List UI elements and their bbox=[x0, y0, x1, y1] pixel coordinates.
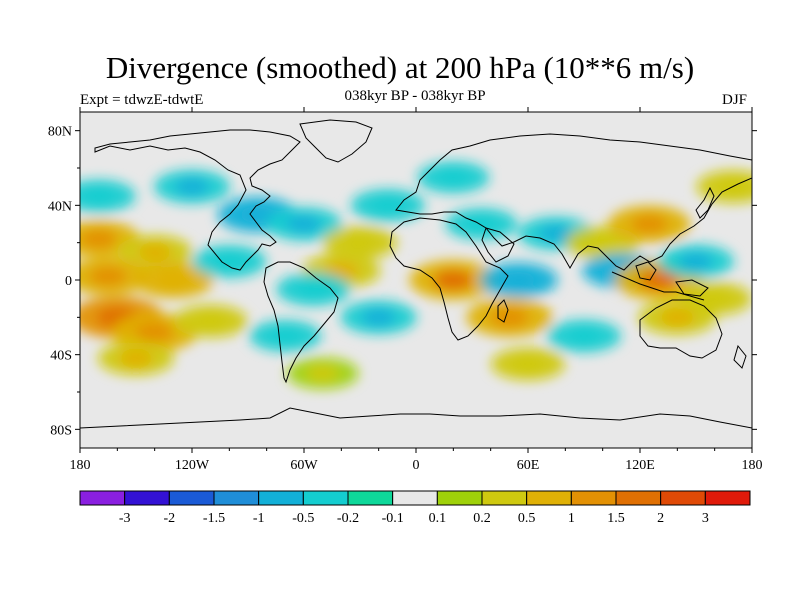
field-core-22 bbox=[465, 216, 498, 232]
x-tick-label-2: 60W bbox=[290, 458, 318, 473]
colorbar-label-6: -0.1 bbox=[382, 511, 404, 526]
colorbar-label-5: -0.2 bbox=[337, 511, 359, 526]
x-tick-label-0: 180 bbox=[70, 458, 91, 473]
field-core-11 bbox=[82, 187, 116, 205]
y-tick-label-3: 40S bbox=[50, 349, 72, 364]
colorbar-swatch-11 bbox=[570, 490, 617, 506]
colorbar-label-12: 2 bbox=[657, 511, 664, 526]
field-core-10 bbox=[174, 178, 210, 196]
colorbar-swatch-7 bbox=[392, 490, 438, 506]
field-core-29 bbox=[659, 308, 695, 327]
colorbar-label-8: 0.2 bbox=[473, 511, 491, 526]
coastline-north-america bbox=[94, 129, 301, 271]
x-tick-label-5: 120E bbox=[625, 458, 655, 473]
field-core-24 bbox=[586, 234, 620, 251]
colorbar-label-3: -1 bbox=[253, 511, 265, 526]
field-core-9 bbox=[239, 205, 276, 224]
x-axis: 180 120W 60W 0 60E 120E 180 bbox=[70, 107, 763, 473]
divergence-field bbox=[80, 161, 752, 390]
colorbar-label-10: 1 bbox=[568, 511, 575, 526]
y-tick-label-0: 80N bbox=[48, 125, 72, 140]
field-core-33 bbox=[306, 365, 339, 382]
coastline-greenland bbox=[299, 119, 373, 163]
colorbar-swatch-4 bbox=[258, 490, 304, 506]
x-tick-label-1: 120W bbox=[175, 458, 210, 473]
colorbar-swatch-14 bbox=[704, 490, 751, 506]
field-core-3 bbox=[155, 271, 192, 289]
colorbar-swatch-3 bbox=[213, 490, 260, 506]
field-core-30 bbox=[698, 290, 732, 307]
season-label: DJF bbox=[722, 92, 748, 108]
coastline-madagascar bbox=[497, 299, 509, 323]
coastline-japan bbox=[695, 186, 715, 219]
colorbar-swatch-0 bbox=[79, 490, 126, 506]
colorbar-swatch-10 bbox=[526, 490, 572, 506]
coastline-australia bbox=[639, 299, 723, 359]
colorbar-swatch-2 bbox=[168, 490, 215, 506]
field-core-21 bbox=[501, 271, 537, 289]
y-tick-label-4: 80S bbox=[50, 423, 72, 438]
colorbar-label-4: -0.5 bbox=[292, 511, 314, 526]
x-tick-label-4: 60E bbox=[517, 458, 540, 473]
field-core-6 bbox=[118, 349, 154, 367]
field-core-15 bbox=[269, 328, 302, 344]
field-core-7 bbox=[194, 312, 228, 330]
experiment-label: Expt = tdwzE-tdwtE bbox=[80, 92, 204, 108]
field-core-20 bbox=[489, 307, 529, 328]
field-core-0 bbox=[80, 229, 118, 249]
field-core-13 bbox=[323, 261, 359, 280]
field-core-23 bbox=[538, 224, 574, 242]
field-core-28 bbox=[678, 252, 714, 270]
field-core-14 bbox=[296, 281, 330, 298]
colorbar-swatch-5 bbox=[302, 490, 349, 506]
field-core-27 bbox=[630, 214, 668, 234]
field-core-12 bbox=[286, 215, 322, 233]
colorbar-label-1: -2 bbox=[163, 511, 175, 526]
field-core-17 bbox=[343, 234, 377, 251]
y-axis: 80N 40N 0 40S 80S bbox=[48, 125, 757, 438]
colorbar-label-9: 0.5 bbox=[518, 511, 536, 526]
field-core-19 bbox=[433, 270, 474, 290]
chart-title: Divergence (smoothed) at 200 hPa (10**6 … bbox=[105, 50, 695, 85]
field-core-31 bbox=[567, 327, 601, 345]
coastline-africa bbox=[389, 217, 509, 341]
colorbar-swatch-1 bbox=[124, 490, 170, 506]
colorbar-swatch-13 bbox=[660, 490, 706, 506]
x-tick-label-6: 180 bbox=[742, 458, 763, 473]
colorbar-swatch-6 bbox=[347, 490, 394, 506]
y-tick-label-2: 0 bbox=[65, 274, 72, 289]
field-core-16 bbox=[361, 308, 396, 326]
field-core-8 bbox=[212, 253, 246, 270]
field-core-5 bbox=[135, 322, 175, 343]
chart-subtitle: 038kyr BP - 038kyr BP bbox=[344, 88, 486, 104]
coastline-south-america bbox=[263, 261, 339, 384]
colorbar: -3 -2 -1.5 -1 -0.5 -0.2 -0.1 0.1 0.2 0.5 1 1.5 2 3 bbox=[79, 490, 751, 526]
colorbar-label-0: -3 bbox=[119, 511, 131, 526]
field-core-35 bbox=[437, 169, 470, 186]
coastline-new-guinea bbox=[675, 279, 709, 297]
colorbar-swatch-9 bbox=[481, 490, 528, 506]
colorbar-label-7: 0.1 bbox=[429, 511, 447, 526]
colorbar-swatch-8 bbox=[436, 490, 483, 506]
coastline-antarctica bbox=[80, 407, 752, 429]
field-core-32 bbox=[511, 355, 545, 373]
colorbar-label-11: 1.5 bbox=[607, 511, 625, 526]
field-core-2 bbox=[89, 266, 127, 286]
coastline-eurasia bbox=[395, 133, 752, 271]
colorbar-swatch-12 bbox=[615, 490, 662, 506]
field-core-26 bbox=[638, 270, 679, 290]
x-tick-label-3: 0 bbox=[413, 458, 420, 473]
coastline-borneo bbox=[635, 261, 657, 281]
colorbar-label-2: -1.5 bbox=[203, 511, 225, 526]
colorbar-label-13: 3 bbox=[702, 511, 709, 526]
coastlines bbox=[80, 119, 752, 429]
coastline-new-zealand bbox=[733, 344, 747, 369]
field-core-1 bbox=[137, 243, 172, 261]
y-tick-label-1: 40N bbox=[48, 199, 72, 214]
coastline-arabia bbox=[481, 227, 515, 263]
coastline-maritime-continent bbox=[611, 271, 705, 301]
